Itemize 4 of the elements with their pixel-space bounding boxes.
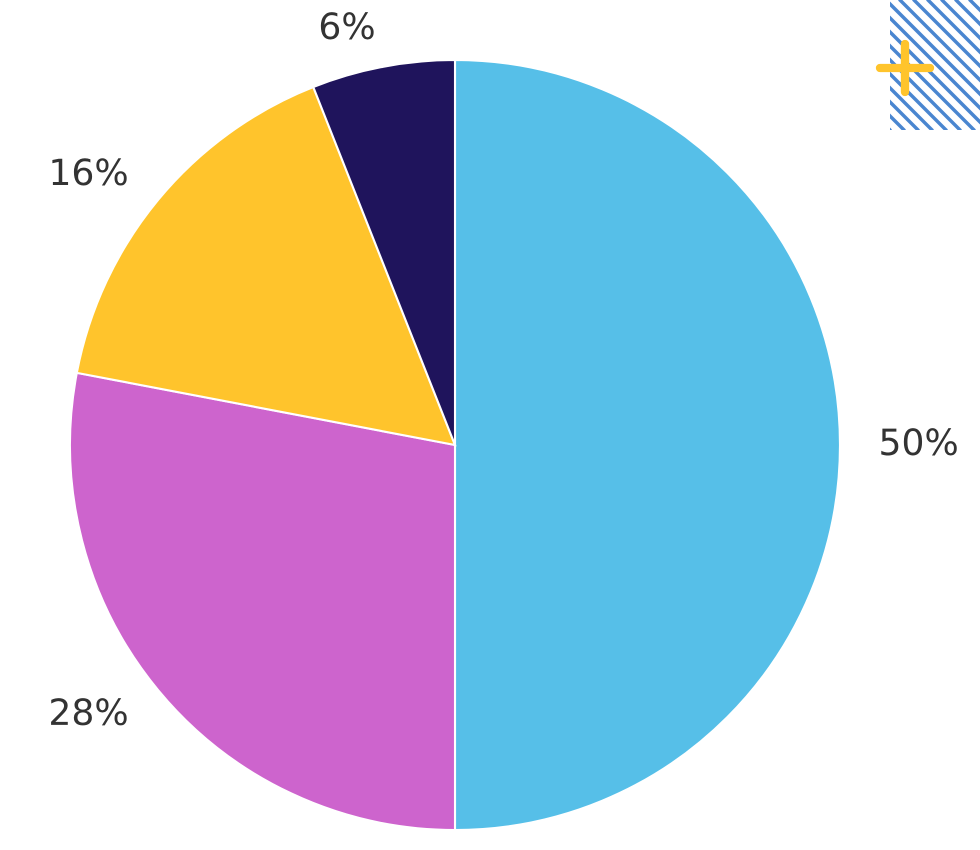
data-label: 28% — [51, 698, 127, 726]
data-label: 50% — [881, 428, 957, 456]
data-label: 16% — [52, 158, 127, 186]
data-label: 6% — [320, 12, 374, 40]
